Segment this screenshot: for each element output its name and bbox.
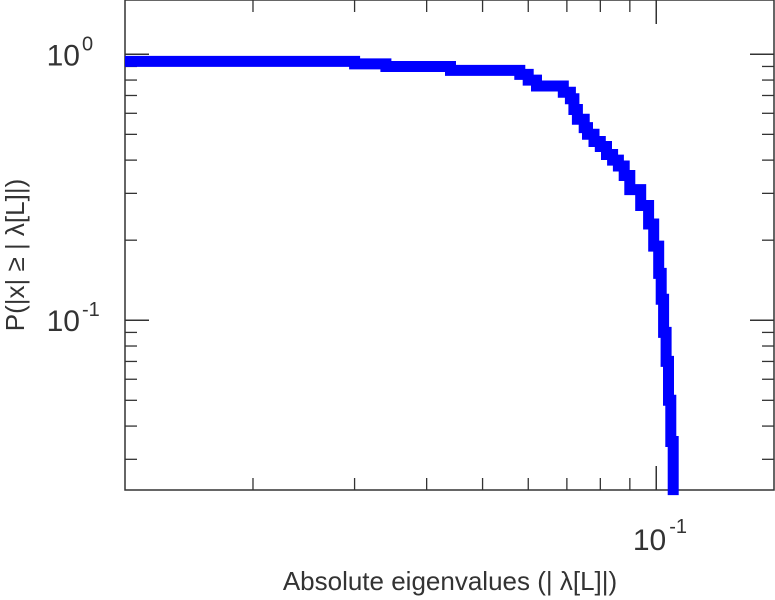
major-ticks xyxy=(125,0,774,490)
y-tick-label-base: 10 xyxy=(47,305,80,338)
tick-labels: 10 010 -110 -1 xyxy=(47,33,687,557)
x-tick-label-base: 10 xyxy=(633,524,666,557)
y-tick-label-base: 10 xyxy=(47,39,80,72)
minor-ticks xyxy=(125,0,774,490)
x-tick-label-exponent: -1 xyxy=(669,516,687,538)
y-tick-label-exponent: 0 xyxy=(82,33,93,55)
plot-frame xyxy=(124,0,775,491)
y-tick-label-exponent: -1 xyxy=(82,299,100,321)
y-axis-label: P(|x| ≥ | λ[L]|) xyxy=(0,179,30,332)
series-line-0 xyxy=(125,55,679,496)
series-layer xyxy=(125,55,679,496)
x-axis-label: Absolute eigenvalues (| λ[L]|) xyxy=(283,566,617,596)
